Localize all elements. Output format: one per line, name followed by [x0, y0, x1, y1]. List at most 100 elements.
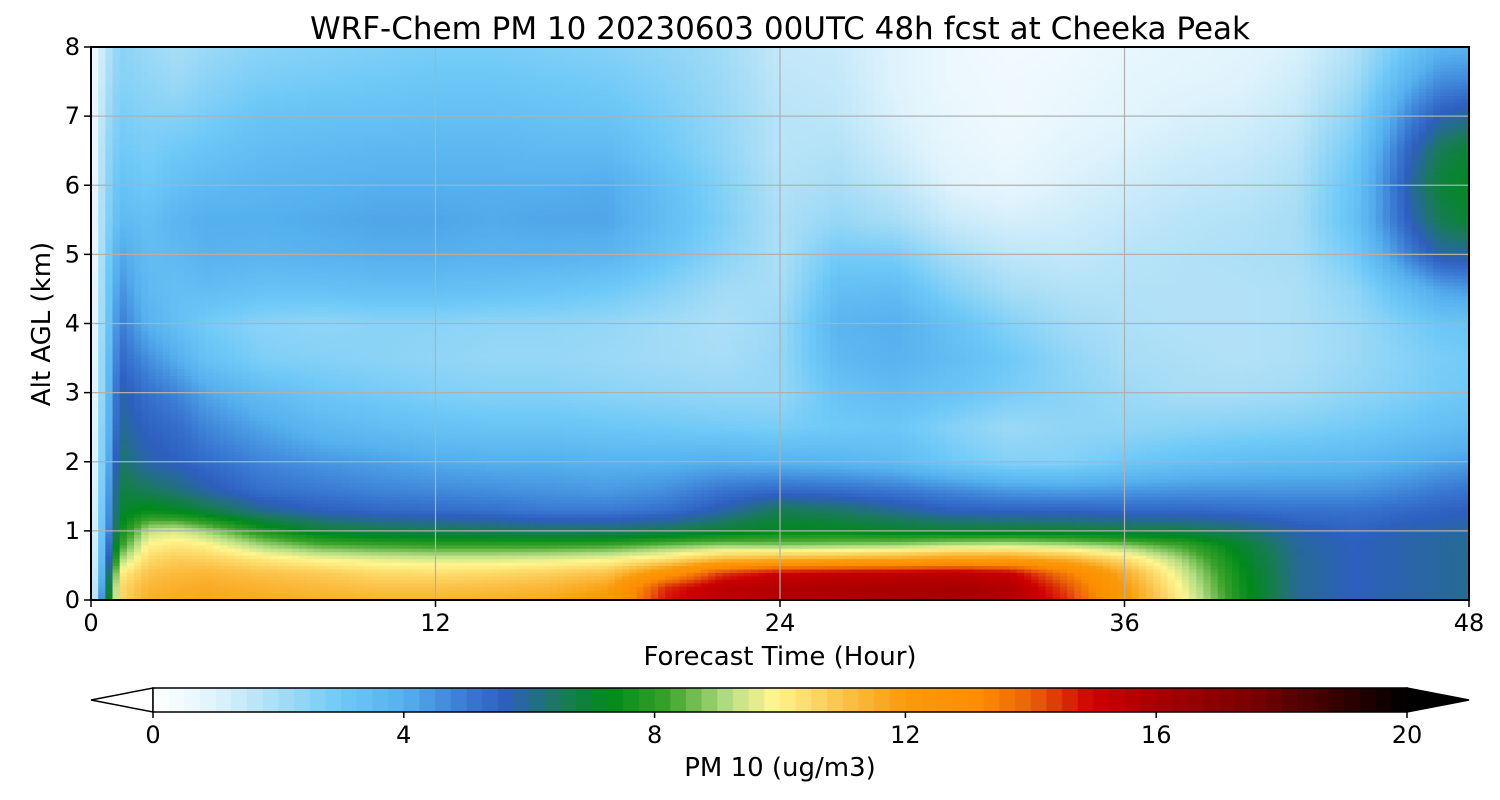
field-cell	[98, 317, 106, 321]
field-cell	[285, 372, 293, 376]
field-cell	[285, 296, 293, 300]
field-cell	[227, 130, 235, 134]
field-cell	[306, 158, 314, 162]
field-cell	[270, 123, 278, 127]
field-cell	[156, 500, 164, 504]
field-cell	[206, 344, 214, 348]
field-cell	[213, 583, 221, 587]
field-cell	[263, 583, 271, 587]
field-cell	[299, 230, 307, 234]
field-cell	[113, 424, 121, 428]
field-cell	[292, 503, 300, 507]
field-cell	[220, 424, 228, 428]
field-cell	[141, 158, 149, 162]
field-cell	[306, 482, 314, 486]
field-cell	[270, 593, 278, 597]
field-cell	[156, 427, 164, 431]
field-cell	[156, 438, 164, 442]
field-cell	[306, 489, 314, 493]
field-cell	[249, 85, 257, 89]
field-cell	[242, 465, 250, 469]
field-cell	[148, 351, 156, 355]
field-cell	[227, 410, 235, 414]
field-cell	[127, 344, 135, 348]
field-cell	[98, 178, 106, 182]
field-cell	[263, 140, 271, 144]
field-cell	[141, 444, 149, 448]
field-cell	[285, 327, 293, 331]
field-cell	[184, 493, 192, 497]
field-cell	[242, 223, 250, 227]
field-cell	[148, 372, 156, 376]
field-cell	[306, 230, 314, 234]
field-cell	[256, 406, 264, 410]
field-cell	[256, 500, 264, 504]
field-cell	[91, 213, 99, 217]
field-cell	[163, 279, 171, 283]
field-cell	[206, 382, 214, 386]
field-cell	[213, 78, 221, 82]
field-cell	[98, 565, 106, 569]
field-cell	[170, 434, 178, 438]
field-cell	[141, 489, 149, 493]
field-cell	[98, 95, 106, 99]
field-cell	[141, 133, 149, 137]
field-cell	[263, 462, 271, 466]
field-cell	[235, 92, 243, 96]
field-cell	[299, 417, 307, 421]
field-cell	[242, 382, 250, 386]
field-cell	[235, 78, 243, 82]
field-cell	[199, 590, 207, 594]
field-cell	[127, 158, 135, 162]
field-cell	[141, 310, 149, 314]
field-cell	[213, 400, 221, 404]
field-cell	[206, 424, 214, 428]
field-cell	[299, 171, 307, 175]
field-cell	[292, 310, 300, 314]
field-cell	[91, 327, 99, 331]
field-cell	[120, 590, 128, 594]
field-cell	[148, 306, 156, 310]
field-cell	[105, 158, 113, 162]
field-cell	[105, 462, 113, 466]
field-cell	[285, 472, 293, 476]
field-cell	[156, 244, 164, 248]
field-cell	[113, 472, 121, 476]
field-cell	[285, 479, 293, 483]
field-cell	[177, 448, 185, 452]
field-cell	[285, 393, 293, 397]
field-cell	[285, 555, 293, 559]
field-cell	[299, 133, 307, 137]
field-cell	[306, 479, 314, 483]
field-cell	[177, 178, 185, 182]
field-cell	[206, 434, 214, 438]
field-cell	[206, 147, 214, 151]
field-cell	[127, 434, 135, 438]
field-cell	[184, 427, 192, 431]
field-cell	[263, 234, 271, 238]
field-cell	[299, 241, 307, 245]
field-cell	[263, 324, 271, 328]
field-cell	[120, 344, 128, 348]
field-cell	[242, 85, 250, 89]
field-cell	[220, 493, 228, 497]
field-cell	[177, 171, 185, 175]
field-cell	[270, 548, 278, 552]
field-cell	[206, 572, 214, 576]
field-cell	[141, 400, 149, 404]
field-cell	[249, 140, 257, 144]
field-cell	[278, 365, 286, 369]
field-cell	[127, 310, 135, 314]
field-cell	[270, 234, 278, 238]
field-cell	[220, 151, 228, 155]
field-cell	[292, 444, 300, 448]
field-cell	[91, 583, 99, 587]
field-cell	[213, 565, 221, 569]
field-cell	[105, 171, 113, 175]
field-cell	[163, 203, 171, 207]
field-cell	[206, 341, 214, 345]
field-cell	[220, 545, 228, 549]
field-cell	[91, 351, 99, 355]
field-cell	[156, 324, 164, 328]
field-cell	[278, 538, 286, 542]
